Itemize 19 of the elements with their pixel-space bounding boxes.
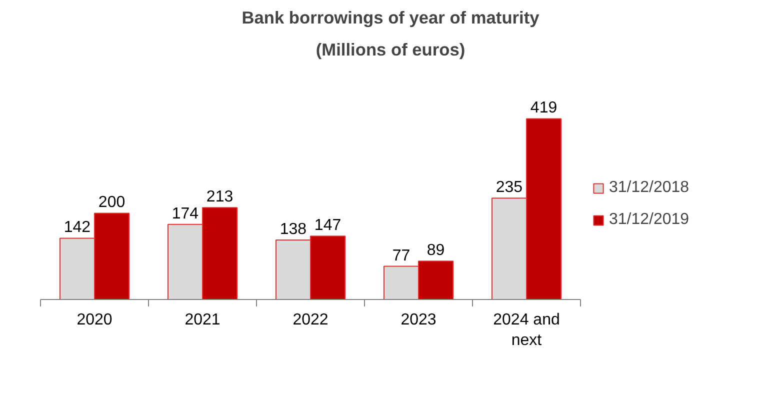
legend-label: 31/12/2018: [609, 179, 690, 197]
data-label: 235: [496, 179, 523, 196]
data-label: 89: [426, 242, 445, 260]
chart-subtitle: (Millions of euros): [316, 40, 466, 60]
data-label: 77: [392, 247, 410, 264]
data-label: 174: [172, 205, 199, 222]
data-label: 138: [280, 220, 307, 238]
data-label: 200: [98, 194, 126, 212]
data-label: 213: [206, 188, 234, 206]
data-label: 419: [530, 100, 558, 117]
legend-label: 31/12/2019: [609, 211, 690, 229]
x-tick-label: 2021: [184, 312, 220, 328]
data-label: 147: [314, 217, 342, 234]
x-tick-label: 2024 and next: [493, 312, 560, 349]
data-label: 142: [64, 219, 91, 236]
x-tick-label: 2023: [400, 312, 436, 328]
x-tick-label: 2020: [76, 312, 112, 328]
chart-title: Bank borrowings of year of maturity: [242, 8, 540, 28]
x-tick-label: 2022: [292, 312, 328, 328]
